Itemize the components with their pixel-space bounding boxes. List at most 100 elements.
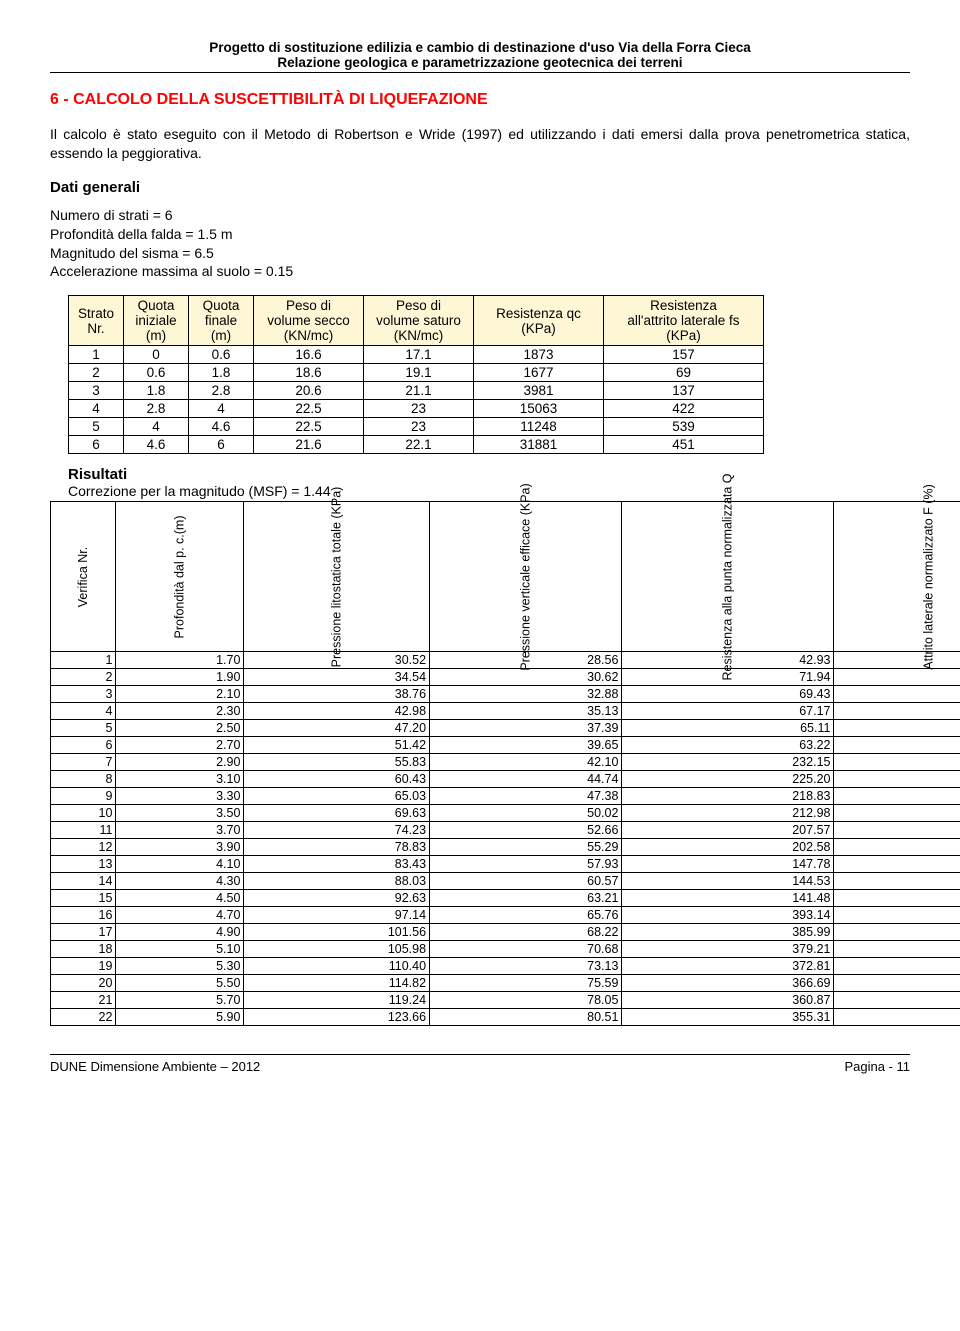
strata-cell: 11248 xyxy=(474,418,604,436)
results-row: 11.7030.5228.5642.934.194.201.70142.550.… xyxy=(51,652,960,669)
results-cell: 3.30 xyxy=(116,788,244,805)
footer-right: Pagina - 11 xyxy=(844,1059,910,1074)
strata-cell: 69 xyxy=(604,364,764,382)
results-cell: 5 xyxy=(51,720,116,737)
strata-cell: 539 xyxy=(604,418,764,436)
results-cell: 70.68 xyxy=(430,941,622,958)
strata-cell: 21.1 xyxy=(364,382,474,400)
strata-cell: 6 xyxy=(189,436,254,454)
results-cell: 360.87 xyxy=(622,992,834,1009)
results-cell: 4.90 xyxy=(116,924,244,941)
strata-cell: 16.6 xyxy=(254,346,364,364)
strata-cell: 21.6 xyxy=(254,436,364,454)
results-cell: 7 xyxy=(51,754,116,771)
results-table: Verifica Nr.Profondità dal p. c.(m)Press… xyxy=(50,501,960,1026)
results-cell: 38.76 xyxy=(244,686,430,703)
strata-header: Quotafinale(m) xyxy=(189,296,254,346)
results-cell: 2.81 xyxy=(834,805,960,822)
results-cell: 218.83 xyxy=(622,788,834,805)
results-cell: 10 xyxy=(51,805,116,822)
results-cell: 225.20 xyxy=(622,771,834,788)
results-row: 154.5092.6363.21141.484.832.321.26274.81… xyxy=(51,890,960,907)
results-cell: 1.42 xyxy=(834,907,960,924)
strata-cell: 0.6 xyxy=(189,346,254,364)
results-cell: 63.22 xyxy=(622,737,834,754)
strata-cell: 19.1 xyxy=(364,364,474,382)
results-cell: 47.20 xyxy=(244,720,430,737)
results-cell: 60.43 xyxy=(244,771,430,788)
results-cell: 366.69 xyxy=(622,975,834,992)
results-cell: 372.81 xyxy=(622,958,834,975)
results-cell: 78.05 xyxy=(430,992,622,1009)
results-header: Attrito laterale normalizzato F (%) xyxy=(834,502,960,652)
header-project-line: Progetto di sostituzione edilizia e camb… xyxy=(50,40,910,55)
results-cell: 207.57 xyxy=(622,822,834,839)
strata-header: Quotainiziale(m) xyxy=(124,296,189,346)
results-row: 164.7097.1465.76393.141.421.631.23392.14… xyxy=(51,907,960,924)
strata-header: Peso divolume saturo(KN/mc) xyxy=(364,296,474,346)
strata-cell: 157 xyxy=(604,346,764,364)
results-cell: 1.42 xyxy=(834,992,960,1009)
results-cell: 4 xyxy=(51,703,116,720)
results-cell: 32.88 xyxy=(430,686,622,703)
results-cell: 1.42 xyxy=(834,958,960,975)
results-row: 195.30110.4073.13372.811.421.641.17373.3… xyxy=(51,958,960,975)
results-cell: 3.10 xyxy=(116,771,244,788)
results-cell: 30.62 xyxy=(430,669,622,686)
results-cell: 42.10 xyxy=(430,754,622,771)
results-cell: 6 xyxy=(51,737,116,754)
strata-row: 42.8422.52315063422 xyxy=(69,400,764,418)
results-cell: 19 xyxy=(51,958,116,975)
results-cell: 34.54 xyxy=(244,669,430,686)
results-row: 52.5047.2037.3965.113.482.421.64159.910.… xyxy=(51,720,960,737)
results-cell: 2.81 xyxy=(834,754,960,771)
strata-cell: 4.6 xyxy=(189,418,254,436)
results-cell: 80.51 xyxy=(430,1009,622,1026)
results-cell: 92.63 xyxy=(244,890,430,907)
results-cell: 144.53 xyxy=(622,873,834,890)
strata-cell: 2.8 xyxy=(189,382,254,400)
strata-cell: 5 xyxy=(69,418,124,436)
results-cell: 4.30 xyxy=(116,873,244,890)
results-cell: 18 xyxy=(51,941,116,958)
results-cell: 1 xyxy=(51,652,116,669)
section-title: 6 - CALCOLO DELLA SUSCETTIBILITÀ DI LIQU… xyxy=(50,91,910,109)
strata-cell: 3 xyxy=(69,382,124,400)
results-cell: 101.56 xyxy=(244,924,430,941)
results-cell: 78.83 xyxy=(244,839,430,856)
results-cell: 21 xyxy=(51,992,116,1009)
results-cell: 3.48 xyxy=(834,720,960,737)
results-cell: 68.22 xyxy=(430,924,622,941)
results-cell: 69.43 xyxy=(622,686,834,703)
results-row: 42.3042.9835.1367.173.482.411.69160.620.… xyxy=(51,703,960,720)
strata-cell: 1.8 xyxy=(124,382,189,400)
results-cell: 65.11 xyxy=(622,720,834,737)
results-cell: 393.14 xyxy=(622,907,834,924)
strata-cell: 23 xyxy=(364,400,474,418)
results-cell: 232.15 xyxy=(622,754,834,771)
strata-cell: 22.5 xyxy=(254,400,364,418)
strata-cell: 15063 xyxy=(474,400,604,418)
results-cell: 57.93 xyxy=(430,856,622,873)
strata-cell: 31881 xyxy=(474,436,604,454)
strata-table: StratoNr.Quotainiziale(m)Quotafinale(m)P… xyxy=(68,295,764,454)
strata-cell: 1677 xyxy=(474,364,604,382)
results-cell: 114.82 xyxy=(244,975,430,992)
footer-left: DUNE Dimensione Ambiente – 2012 xyxy=(50,1059,260,1074)
results-cell: 385.99 xyxy=(622,924,834,941)
strata-cell: 1.8 xyxy=(189,364,254,382)
strata-cell: 4 xyxy=(189,400,254,418)
strata-cell: 1873 xyxy=(474,346,604,364)
strata-cell: 137 xyxy=(604,382,764,400)
results-row: 134.1083.4357.93147.784.832.311.31279.73… xyxy=(51,856,960,873)
strata-cell: 2.8 xyxy=(124,400,189,418)
strata-row: 20.61.818.619.1167769 xyxy=(69,364,764,382)
results-cell: 3.48 xyxy=(834,686,960,703)
results-cell: 44.74 xyxy=(430,771,622,788)
results-cell: 202.58 xyxy=(622,839,834,856)
strata-cell: 4 xyxy=(69,400,124,418)
results-cell: 123.66 xyxy=(244,1009,430,1026)
results-cell: 55.83 xyxy=(244,754,430,771)
results-cell: 2.50 xyxy=(116,720,244,737)
results-cell: 3.48 xyxy=(834,703,960,720)
